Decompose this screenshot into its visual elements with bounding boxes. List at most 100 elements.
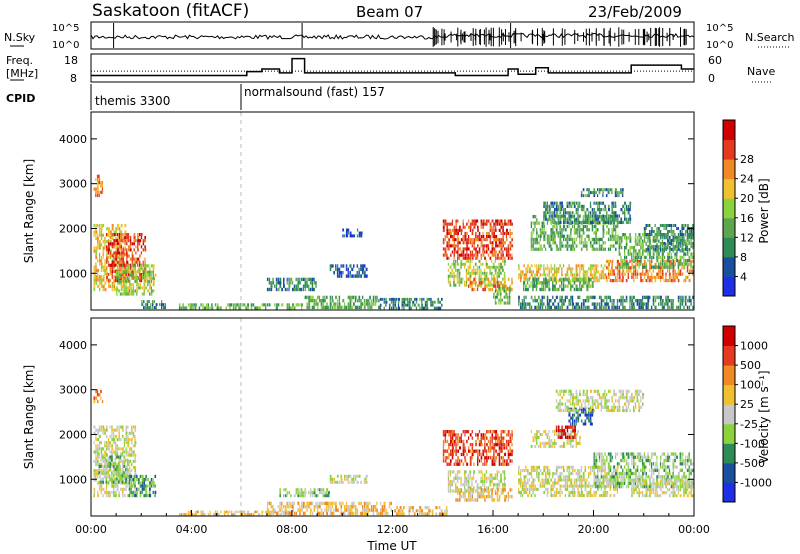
power-cell	[468, 247, 470, 251]
noise-left-label: N.Sky	[4, 31, 36, 44]
velocity-cell	[489, 479, 492, 484]
power-cell	[532, 221, 534, 225]
velocity-cell	[149, 481, 152, 485]
power-cell	[665, 265, 667, 269]
velocity-cell	[130, 441, 133, 445]
power-cell	[340, 274, 343, 278]
power-cell	[311, 305, 314, 310]
velocity-cell	[98, 428, 101, 432]
power-cell	[455, 262, 457, 266]
power-cell	[498, 244, 501, 248]
power-cell	[299, 281, 301, 285]
power-cell	[475, 235, 477, 239]
power-cell	[616, 275, 618, 279]
velocity-cell	[493, 430, 496, 434]
power-cell	[523, 287, 525, 292]
velocity-cell	[109, 494, 111, 498]
velocity-cell	[132, 478, 135, 482]
power-cell	[643, 259, 646, 263]
power-cell	[595, 228, 598, 232]
power-cell	[563, 208, 565, 212]
velocity-cell	[125, 428, 128, 432]
power-cell	[609, 237, 612, 242]
power-cell	[133, 257, 136, 261]
power-cell	[568, 302, 571, 306]
velocity-cell	[447, 489, 450, 493]
velocity-cell	[502, 486, 504, 490]
power-cell	[97, 268, 100, 272]
power-cell	[620, 279, 623, 283]
power-cell	[360, 305, 363, 310]
power-cell	[548, 237, 550, 242]
velocity-cell	[118, 478, 120, 482]
velocity-cell	[118, 455, 120, 459]
velocity-cell	[107, 471, 109, 475]
velocity-cell	[493, 452, 495, 457]
velocity-cell	[519, 472, 522, 476]
power-cell	[575, 273, 578, 277]
power-cell	[465, 268, 467, 272]
power-cell	[509, 222, 512, 226]
power-cell	[598, 204, 601, 208]
power-cell	[548, 244, 551, 248]
power-cell	[602, 224, 605, 229]
power-cell	[688, 263, 691, 267]
power-cell	[144, 279, 147, 283]
velocity-cell	[98, 452, 100, 456]
velocity-cell	[473, 489, 475, 493]
power-cell	[546, 221, 548, 225]
power-cell	[570, 281, 572, 285]
velocity-cell	[363, 511, 366, 516]
velocity-cell	[98, 468, 101, 472]
velocity-cell	[532, 490, 534, 494]
power-cell	[144, 306, 147, 310]
power-cell	[586, 305, 589, 310]
power-cell	[572, 220, 574, 224]
power-cell	[580, 241, 583, 245]
power-cell	[656, 242, 658, 246]
power-cell	[663, 241, 666, 245]
velocity-cell	[225, 510, 228, 514]
velocity-cell	[471, 443, 474, 447]
power-cell	[115, 249, 118, 253]
power-cell	[281, 287, 284, 292]
power-cell	[618, 249, 620, 253]
power-cell	[362, 264, 364, 268]
velocity-cell	[97, 475, 99, 479]
power-cell	[600, 276, 603, 280]
power-cell	[528, 267, 531, 271]
power-cell	[647, 269, 649, 273]
power-cell	[572, 215, 574, 219]
velocity-cell	[498, 459, 501, 463]
power-cell	[372, 299, 375, 303]
power-cell	[143, 292, 145, 296]
power-cell	[111, 227, 114, 231]
velocity-cell	[480, 470, 483, 474]
power-cell	[607, 228, 610, 232]
power-cell	[363, 264, 366, 268]
velocity-cell	[103, 474, 106, 478]
power-cell	[279, 281, 282, 285]
velocity-cell	[503, 476, 506, 480]
power-cell	[658, 249, 660, 253]
velocity-cell	[309, 491, 312, 495]
velocity-cell	[113, 472, 115, 476]
power-cell	[288, 281, 291, 285]
power-cell	[162, 303, 165, 307]
power-cell	[358, 305, 361, 310]
velocity-cell	[505, 494, 508, 499]
velocity-cell	[100, 425, 103, 429]
power-cell	[563, 244, 565, 248]
power-cell	[563, 234, 565, 238]
power-cell	[451, 219, 454, 223]
power-cell	[136, 276, 138, 280]
velocity-cell	[504, 498, 507, 502]
velocity-cell	[97, 450, 99, 454]
power-cell	[491, 259, 493, 263]
velocity-cell	[347, 480, 349, 484]
velocity-cell	[111, 447, 113, 451]
power-cell	[313, 305, 316, 310]
power-cell	[360, 299, 362, 303]
power-cell	[113, 284, 116, 288]
velocity-cell	[457, 436, 459, 440]
